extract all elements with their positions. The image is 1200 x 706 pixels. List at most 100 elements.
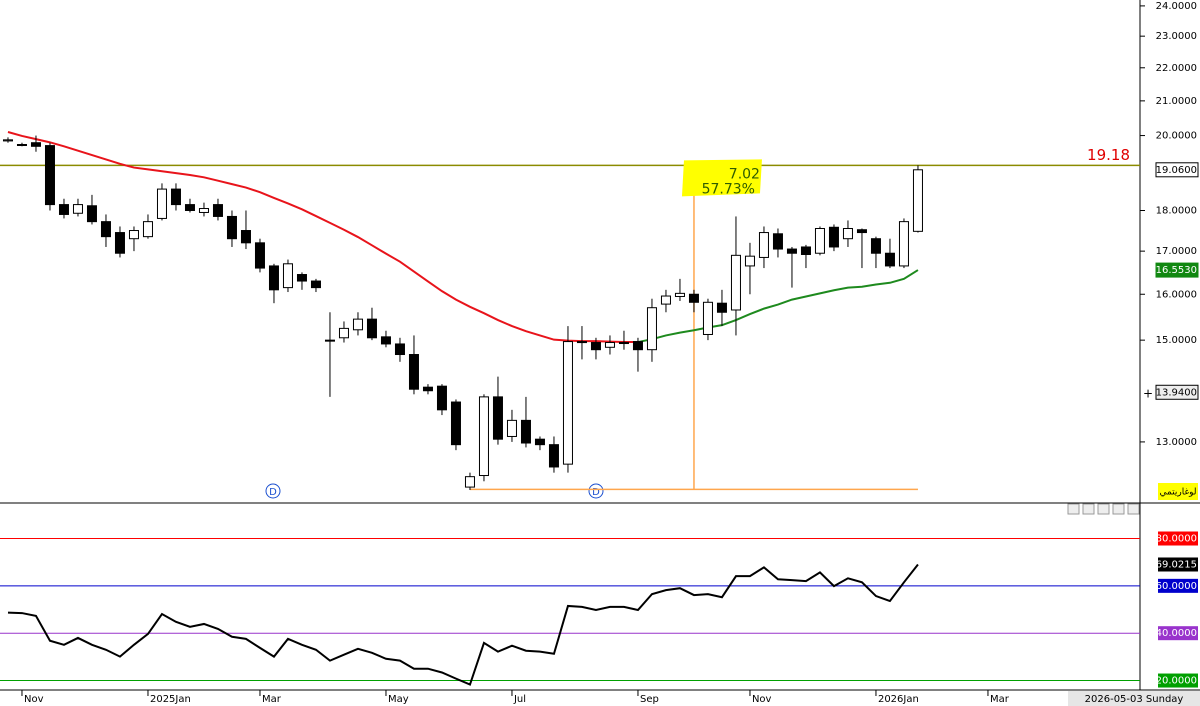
candle-body bbox=[394, 343, 405, 356]
candle-body bbox=[534, 438, 545, 446]
level-tag bbox=[1158, 673, 1198, 688]
toolbar-button[interactable] bbox=[1112, 503, 1125, 515]
x-tick-label: Jul bbox=[513, 694, 526, 705]
candle-body bbox=[688, 293, 699, 303]
candle-body bbox=[632, 341, 643, 351]
candle-body bbox=[352, 318, 363, 331]
crosshair-date-box bbox=[1068, 691, 1200, 706]
candle-body bbox=[296, 274, 307, 282]
candle-body bbox=[912, 169, 923, 232]
price-tag bbox=[1155, 262, 1199, 278]
scale-label[interactable]: لوغاريتمي bbox=[1159, 488, 1196, 498]
x-tick-label: Sep bbox=[640, 694, 659, 705]
y-tick-label: 22.0000 bbox=[1156, 63, 1197, 74]
toolbar-button[interactable] bbox=[1067, 503, 1080, 515]
candle-body bbox=[674, 292, 685, 297]
candle-body bbox=[282, 263, 293, 289]
x-tick-label: May bbox=[388, 694, 409, 705]
candle-body bbox=[2, 139, 13, 142]
candle-body bbox=[772, 233, 783, 250]
candle-body bbox=[310, 280, 321, 289]
candle-body bbox=[590, 342, 601, 351]
candle-body bbox=[520, 419, 531, 444]
y-tick-label: 18.0000 bbox=[1156, 205, 1197, 216]
candle-body bbox=[562, 341, 573, 465]
measure-change: 7.02 bbox=[729, 166, 760, 182]
toolbar-button[interactable] bbox=[1082, 503, 1095, 515]
candle-body bbox=[338, 327, 349, 339]
level-label: 80.0000 bbox=[1156, 534, 1197, 545]
price-tag-label: 19.0600 bbox=[1156, 165, 1197, 176]
candle-body bbox=[114, 232, 125, 254]
price-tag bbox=[1155, 384, 1199, 400]
level-label: 20.0000 bbox=[1156, 676, 1197, 687]
reference-label: 19.18 bbox=[1087, 146, 1130, 164]
candle-body bbox=[380, 336, 391, 345]
y-tick-label: 17.0000 bbox=[1156, 246, 1197, 257]
candle-body bbox=[198, 208, 209, 213]
y-tick-label: 20.0000 bbox=[1156, 131, 1197, 142]
candle-body bbox=[604, 342, 615, 348]
candle-body bbox=[842, 227, 853, 240]
x-tick-label: Nov bbox=[752, 694, 772, 705]
measure-highlight bbox=[681, 159, 762, 197]
candle-body bbox=[240, 230, 251, 244]
price-tag-label: 16.5530 bbox=[1156, 265, 1197, 276]
candle-body bbox=[212, 204, 223, 217]
candle-body bbox=[618, 342, 629, 345]
candle-body bbox=[450, 401, 461, 446]
candle-body bbox=[548, 444, 559, 468]
y-tick-label: 21.0000 bbox=[1156, 96, 1197, 107]
candle-body bbox=[366, 318, 377, 339]
last-value-label: 69.0215 bbox=[1156, 559, 1197, 570]
moving-average bbox=[637, 269, 919, 344]
scale-label-box bbox=[1158, 483, 1198, 500]
price-tag-label: 13.9400 bbox=[1156, 387, 1197, 398]
toolbar-button[interactable] bbox=[1127, 503, 1140, 515]
candle-body bbox=[408, 354, 419, 390]
candle-body bbox=[884, 252, 895, 267]
y-tick-label: 13.0000 bbox=[1156, 437, 1197, 448]
candle-body bbox=[856, 229, 867, 234]
candle-body bbox=[170, 188, 181, 206]
candle-body bbox=[324, 339, 335, 342]
dividend-label: D bbox=[269, 487, 277, 498]
candle-body bbox=[86, 205, 97, 223]
candle-body bbox=[506, 419, 517, 437]
candle-body bbox=[184, 204, 195, 211]
candle-body bbox=[730, 254, 741, 311]
candle-body bbox=[128, 230, 139, 240]
candle-body bbox=[422, 386, 433, 392]
candle-body bbox=[646, 307, 657, 351]
candle-body bbox=[702, 301, 713, 335]
y-tick-label: 24.0000 bbox=[1156, 1, 1197, 12]
candle-body bbox=[226, 215, 237, 240]
candle-body bbox=[814, 227, 825, 254]
level-label: 60.0000 bbox=[1156, 581, 1197, 592]
level-tag bbox=[1158, 626, 1198, 641]
candle-body bbox=[254, 242, 265, 269]
dividend-marker: D bbox=[588, 483, 604, 499]
x-tick-label: 2026Jan bbox=[878, 694, 919, 705]
x-tick-label: Mar bbox=[990, 694, 1010, 705]
candle-body bbox=[478, 396, 489, 477]
toolbar-button[interactable] bbox=[1097, 503, 1110, 515]
y-tick-label: 15.0000 bbox=[1156, 335, 1197, 346]
x-tick-label: 2025Jan bbox=[150, 694, 191, 705]
crosshair-plus: + bbox=[1143, 387, 1153, 401]
x-tick-label: Mar bbox=[262, 694, 282, 705]
candle-body bbox=[898, 221, 909, 267]
candle-body bbox=[786, 248, 797, 254]
candle-body bbox=[870, 238, 881, 254]
y-tick-label: 16.0000 bbox=[1156, 289, 1197, 300]
last-value-tag bbox=[1158, 557, 1198, 572]
level-label: 40.0000 bbox=[1156, 628, 1197, 639]
indicator-line bbox=[7, 563, 919, 686]
level-tag bbox=[1158, 531, 1198, 546]
moving-average bbox=[7, 131, 638, 344]
y-tick-label: 23.0000 bbox=[1156, 31, 1197, 42]
candle-body bbox=[100, 221, 111, 238]
candle-body bbox=[16, 144, 27, 147]
